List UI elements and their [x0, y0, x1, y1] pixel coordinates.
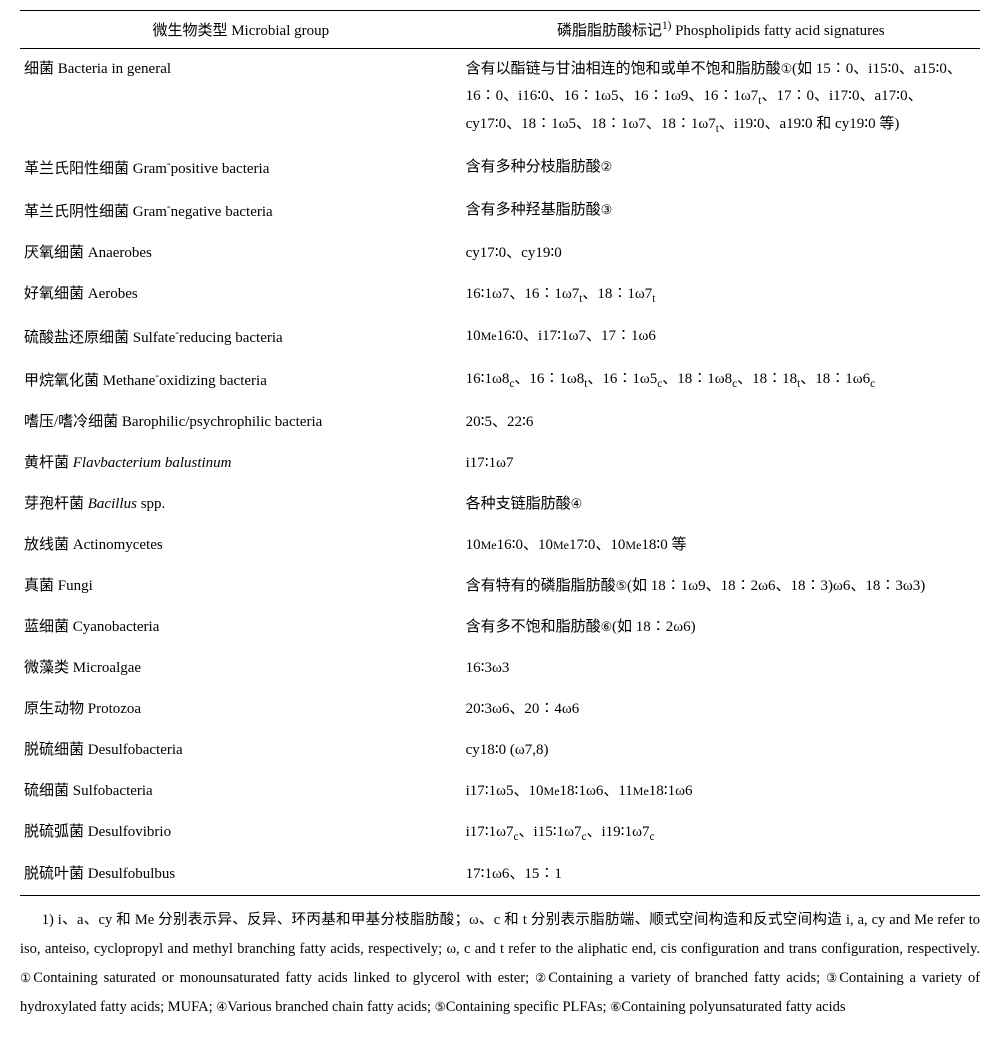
cell-microbial-group: 真菌 Fungi [20, 566, 462, 607]
cell-microbial-group: 硫细菌 Sulfobacteria [20, 771, 462, 812]
cell-microbial-group: 脱硫弧菌 Desulfovibrio [20, 812, 462, 854]
cell-microbial-group: 甲烷氧化菌 Methane-oxidizing bacteria [20, 359, 462, 402]
cell-plfa-signature: 含有多种分枝脂肪酸② [462, 147, 980, 190]
cell-microbial-group: 细菌 Bacteria in general [20, 49, 462, 147]
page: 微生物类型 Microbial group 磷脂脂肪酸标记1) Phosphol… [0, 0, 1000, 1042]
table-row: 嗜压/嗜冷细菌 Barophilic/psychrophilic bacteri… [20, 402, 980, 443]
cell-microbial-group: 革兰氏阳性细菌 Gram-positive bacteria [20, 147, 462, 190]
cell-microbial-group: 好氧细菌 Aerobes [20, 274, 462, 316]
header-sig-note-sup: 1) [662, 20, 671, 32]
cell-plfa-signature: 各种支链脂肪酸④ [462, 484, 980, 525]
table-row: 微藻类 Microalgae16∶3ω3 [20, 648, 980, 689]
cell-microbial-group: 放线菌 Actinomycetes [20, 525, 462, 566]
cell-microbial-group: 厌氧细菌 Anaerobes [20, 233, 462, 274]
table-header-row: 微生物类型 Microbial group 磷脂脂肪酸标记1) Phosphol… [20, 11, 980, 49]
header-sig-prefix: 磷脂脂肪酸标记 [557, 23, 662, 39]
cell-plfa-signature: 10Me16∶0、i17∶1ω7、17∶1ω6 [462, 316, 980, 359]
cell-microbial-group: 芽孢杆菌 Bacillus spp. [20, 484, 462, 525]
table-row: 真菌 Fungi含有特有的磷脂脂肪酸⑤(如 18∶1ω9、18∶2ω6、18∶3… [20, 566, 980, 607]
cell-plfa-signature: 含有多种羟基脂肪酸③ [462, 190, 980, 233]
table-row: 芽孢杆菌 Bacillus spp.各种支链脂肪酸④ [20, 484, 980, 525]
cell-plfa-signature: i17∶1ω7c、i15∶1ω7c、i19∶1ω7c [462, 812, 980, 854]
cell-plfa-signature: 含有多不饱和脂肪酸⑥(如 18∶2ω6) [462, 607, 980, 648]
header-plfa-signatures: 磷脂脂肪酸标记1) Phospholipids fatty acid signa… [462, 11, 980, 49]
cell-plfa-signature: cy17∶0、cy19∶0 [462, 233, 980, 274]
header-microbial-group: 微生物类型 Microbial group [20, 11, 462, 49]
table-row: 原生动物 Protozoa20∶3ω6、20∶4ω6 [20, 689, 980, 730]
cell-microbial-group: 嗜压/嗜冷细菌 Barophilic/psychrophilic bacteri… [20, 402, 462, 443]
plfa-table: 微生物类型 Microbial group 磷脂脂肪酸标记1) Phosphol… [20, 10, 980, 896]
cell-plfa-signature: cy18∶0 (ω7,8) [462, 730, 980, 771]
table-row: 革兰氏阴性细菌 Gram-negative bacteria含有多种羟基脂肪酸③ [20, 190, 980, 233]
cell-plfa-signature: 含有特有的磷脂脂肪酸⑤(如 18∶1ω9、18∶2ω6、18∶3)ω6、18∶3… [462, 566, 980, 607]
table-row: 脱硫弧菌 Desulfovibrioi17∶1ω7c、i15∶1ω7c、i19∶… [20, 812, 980, 854]
table-row: 硫细菌 Sulfobacteriai17∶1ω5、10Me18∶1ω6、11Me… [20, 771, 980, 812]
cell-microbial-group: 微藻类 Microalgae [20, 648, 462, 689]
cell-microbial-group: 革兰氏阴性细菌 Gram-negative bacteria [20, 190, 462, 233]
table-body: 细菌 Bacteria in general含有以酯链与甘油相连的饱和或单不饱和… [20, 49, 980, 896]
table-row: 黄杆菌 Flavbacterium balustinumi17∶1ω7 [20, 443, 980, 484]
table-row: 脱硫细菌 Desulfobacteriacy18∶0 (ω7,8) [20, 730, 980, 771]
table-row: 革兰氏阳性细菌 Gram-positive bacteria含有多种分枝脂肪酸② [20, 147, 980, 190]
cell-plfa-signature: 含有以酯链与甘油相连的饱和或单不饱和脂肪酸①(如 15∶0、i15∶0、a15∶… [462, 49, 980, 147]
table-row: 脱硫叶菌 Desulfobulbus17∶1ω6、15∶1 [20, 854, 980, 896]
cell-microbial-group: 蓝细菌 Cyanobacteria [20, 607, 462, 648]
cell-plfa-signature: 20∶3ω6、20∶4ω6 [462, 689, 980, 730]
table-row: 细菌 Bacteria in general含有以酯链与甘油相连的饱和或单不饱和… [20, 49, 980, 147]
cell-microbial-group: 脱硫叶菌 Desulfobulbus [20, 854, 462, 896]
cell-plfa-signature: i17∶1ω5、10Me18∶1ω6、11Me18∶1ω6 [462, 771, 980, 812]
cell-plfa-signature: 20∶5、22∶6 [462, 402, 980, 443]
table-row: 甲烷氧化菌 Methane-oxidizing bacteria16∶1ω8c、… [20, 359, 980, 402]
table-row: 硫酸盐还原细菌 Sulfate-reducing bacteria10Me16∶… [20, 316, 980, 359]
table-row: 放线菌 Actinomycetes10Me16∶0、10Me17∶0、10Me1… [20, 525, 980, 566]
cell-microbial-group: 脱硫细菌 Desulfobacteria [20, 730, 462, 771]
cell-microbial-group: 原生动物 Protozoa [20, 689, 462, 730]
cell-plfa-signature: 16∶1ω7、16∶1ω7t、18∶1ω7t [462, 274, 980, 316]
header-sig-suffix: Phospholipids fatty acid signatures [671, 23, 884, 39]
cell-plfa-signature: 17∶1ω6、15∶1 [462, 854, 980, 896]
cell-microbial-group: 黄杆菌 Flavbacterium balustinum [20, 443, 462, 484]
cell-plfa-signature: i17∶1ω7 [462, 443, 980, 484]
table-row: 好氧细菌 Aerobes16∶1ω7、16∶1ω7t、18∶1ω7t [20, 274, 980, 316]
table-row: 蓝细菌 Cyanobacteria含有多不饱和脂肪酸⑥(如 18∶2ω6) [20, 607, 980, 648]
cell-plfa-signature: 10Me16∶0、10Me17∶0、10Me18∶0 等 [462, 525, 980, 566]
cell-microbial-group: 硫酸盐还原细菌 Sulfate-reducing bacteria [20, 316, 462, 359]
cell-plfa-signature: 16∶1ω8c、16∶1ω8t、16∶1ω5c、18∶1ω8c、18∶18t、1… [462, 359, 980, 402]
table-footnote: 1) i、a、cy 和 Me 分别表示异、反异、环丙基和甲基分枝脂肪酸；ω、c … [20, 906, 980, 1022]
cell-plfa-signature: 16∶3ω3 [462, 648, 980, 689]
table-row: 厌氧细菌 Anaerobescy17∶0、cy19∶0 [20, 233, 980, 274]
